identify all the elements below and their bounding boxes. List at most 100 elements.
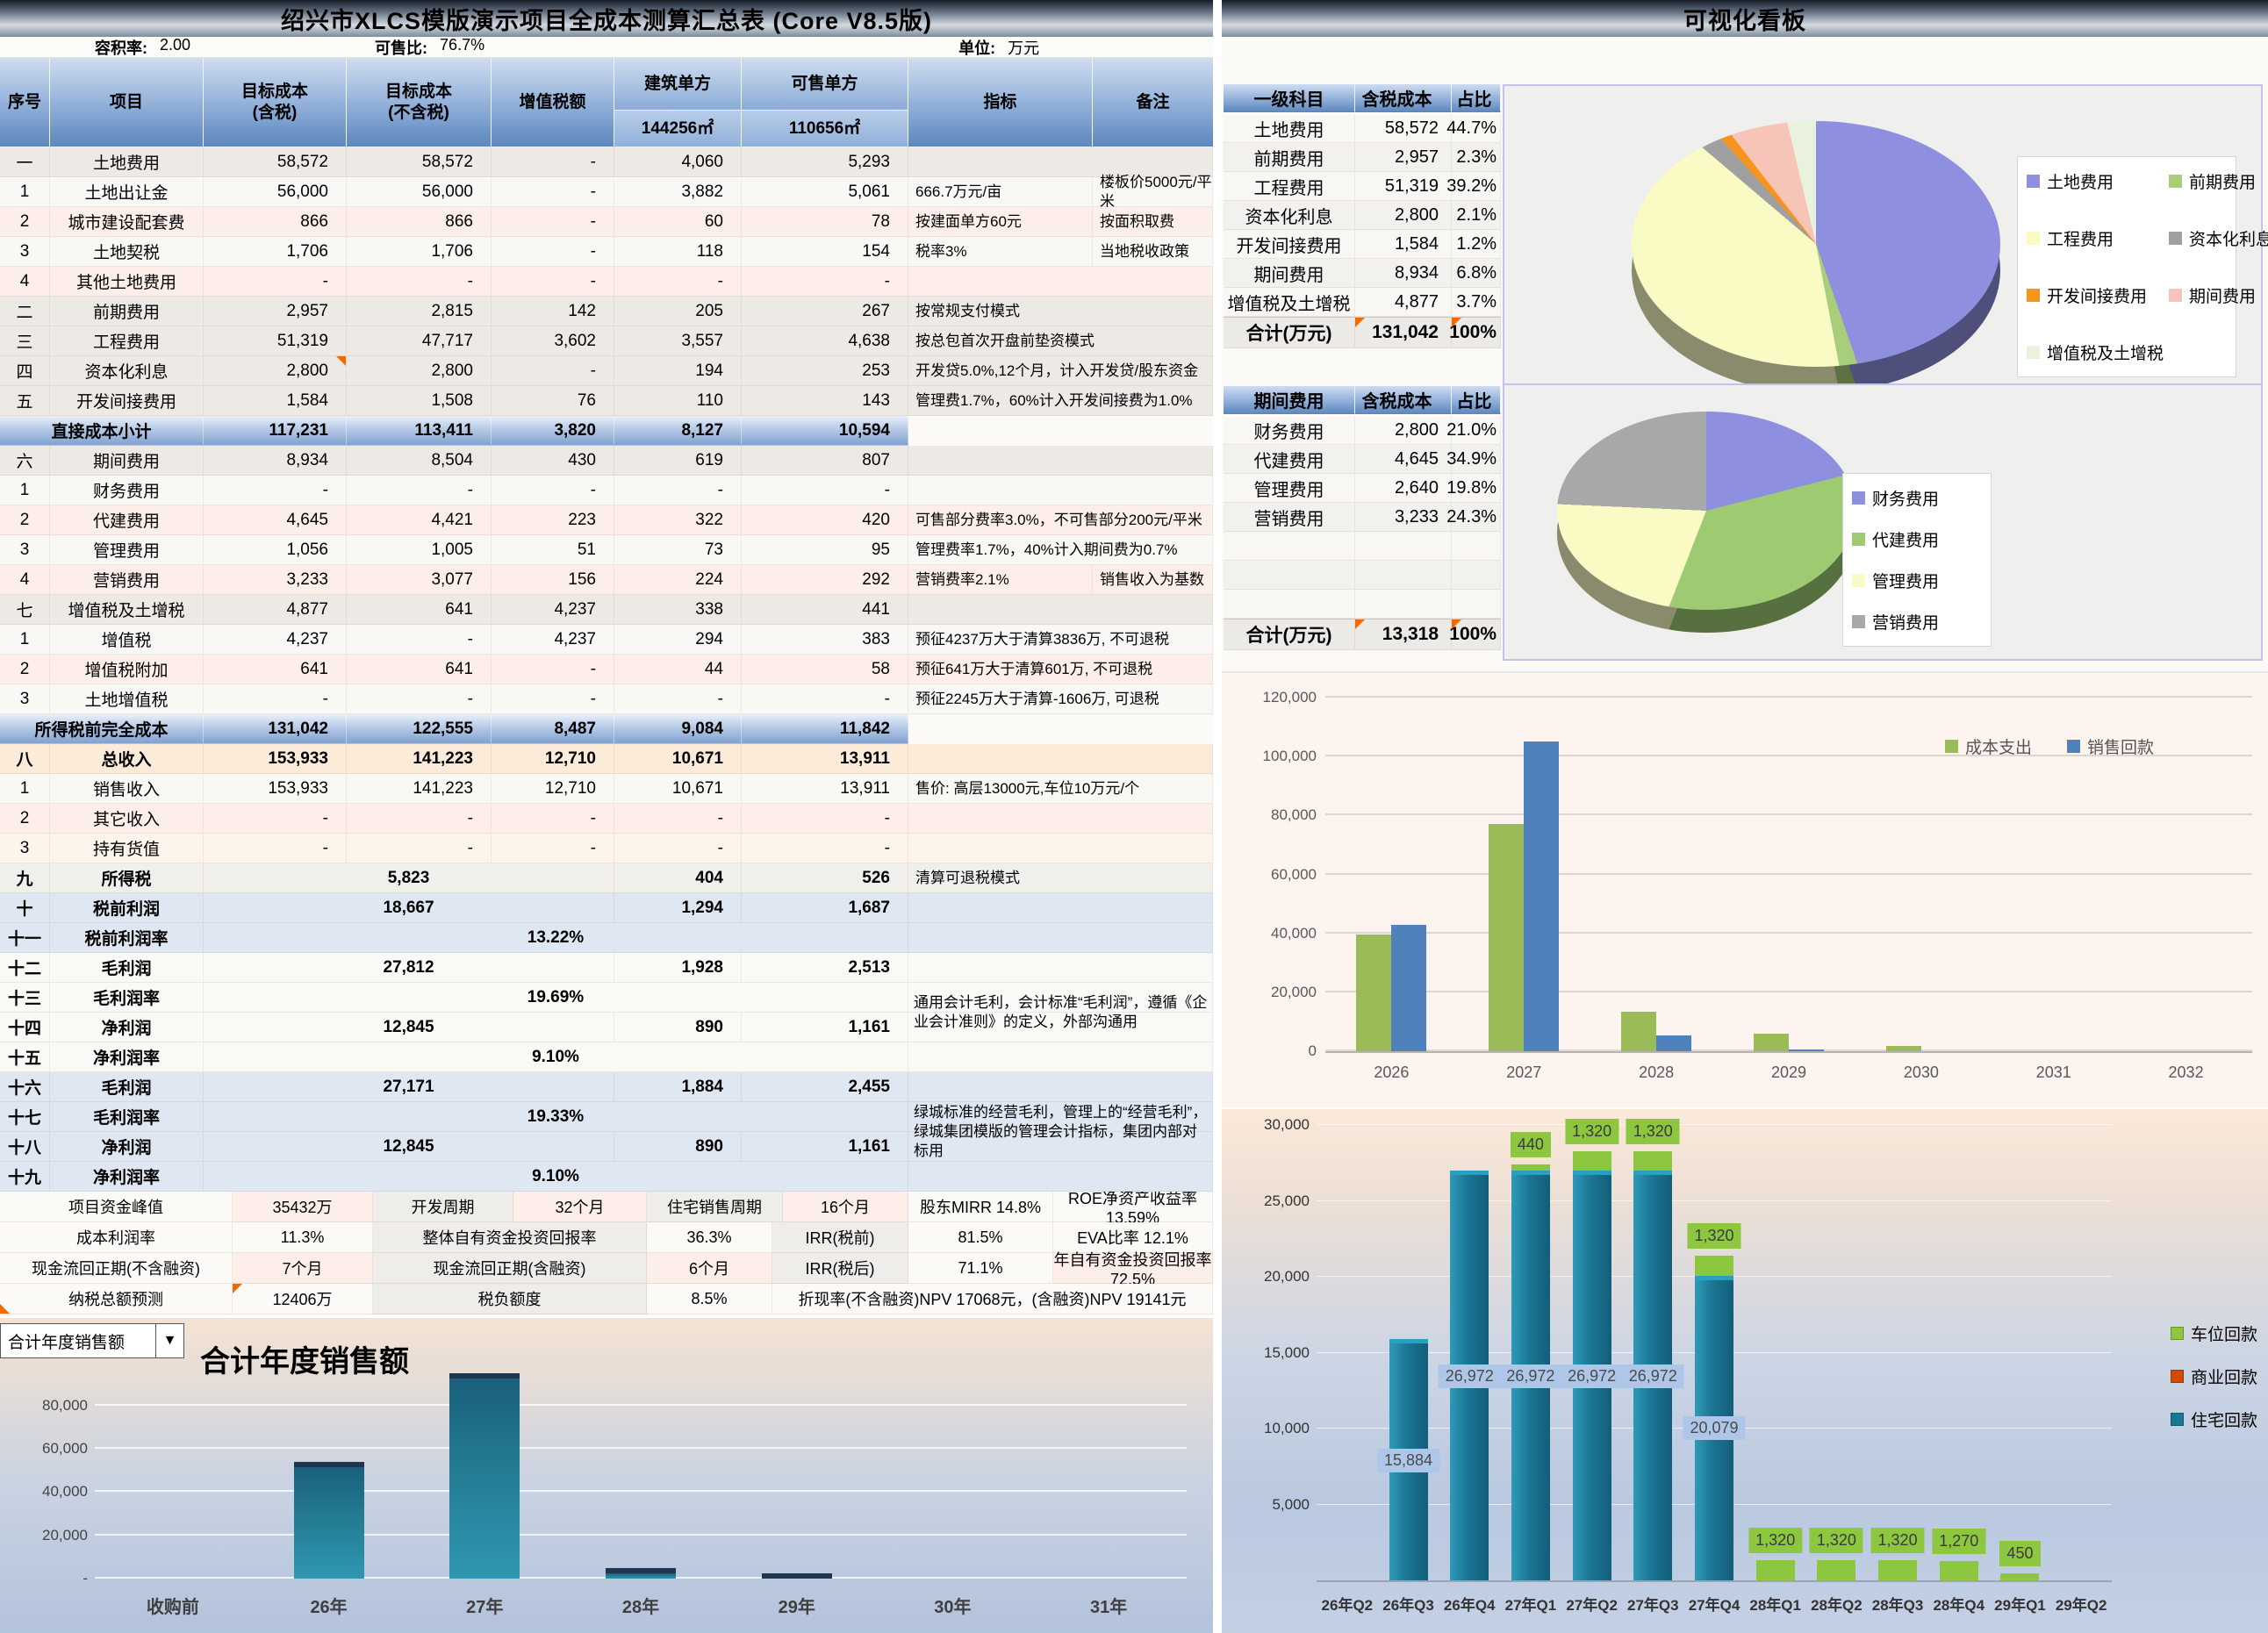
- gridline: 120,000: [1263, 689, 2252, 705]
- table-row: 增值税及土增税 4,877 3.7%: [1224, 288, 1501, 317]
- row-label: 持有货值: [50, 834, 204, 863]
- value-cell: 11,842: [742, 714, 908, 744]
- value-cell: 641: [347, 655, 492, 684]
- legend-swatch-icon: [2170, 1327, 2184, 1340]
- value-cell: 3,882: [614, 177, 742, 207]
- header-cell: 占比: [1452, 386, 1501, 414]
- value-cell: 2,800: [204, 356, 347, 386]
- value-cell: -: [204, 476, 347, 505]
- dropdown-arrow-icon[interactable]: ▼: [156, 1323, 184, 1358]
- empty-note: [908, 953, 1213, 983]
- row-seq: 十九: [0, 1162, 50, 1192]
- value-cell: 866: [204, 207, 347, 237]
- legend-swatch-icon: [1852, 574, 1865, 587]
- total-cell: 合计(万元): [1224, 620, 1355, 650]
- value-cell: 253: [742, 356, 908, 386]
- y-axis-label: 60,000: [1271, 865, 1317, 883]
- value-cell: 154: [742, 237, 908, 267]
- row-seq: 3: [0, 535, 50, 565]
- x-axis-label: 28年: [621, 1598, 660, 1617]
- y-axis-label: 40,000: [1271, 924, 1317, 942]
- row-label: 土地出让金: [50, 177, 204, 207]
- chart-series-dropdown[interactable]: 合计年度销售额 ▼: [0, 1323, 184, 1358]
- table-row: 3 土地契税 1,706 1,706-118 154 税率3% 当地税收政策: [0, 237, 1213, 267]
- value-cell: -: [347, 834, 492, 863]
- cost-bar: [1754, 1033, 1789, 1051]
- x-axis-label: 30年: [934, 1598, 972, 1617]
- row-seq: 3: [0, 237, 50, 267]
- data-cell: [1224, 532, 1355, 561]
- row-label: 资本化利息: [50, 356, 204, 386]
- table-row: 工程费用 51,319 39.2%: [1224, 172, 1501, 201]
- empty-note: [908, 595, 1213, 625]
- dropdown-value[interactable]: 合计年度销售额: [0, 1323, 156, 1358]
- gridline: 80,000: [1271, 806, 2252, 823]
- value-cell: 73: [614, 535, 742, 565]
- legend-label: 销售回款: [2086, 739, 2154, 757]
- legend-swatch-icon: [2170, 1370, 2184, 1383]
- table-row: [1224, 532, 1501, 561]
- value-cell: -: [742, 684, 908, 714]
- value-cell: -: [492, 834, 614, 863]
- sales-bar: [1524, 741, 1560, 1051]
- data-cell: [1355, 590, 1452, 619]
- table-row: 七增值税及土增税 4,877 641 4,237 338 441: [0, 595, 1213, 625]
- gridline: 40,000: [1271, 925, 2252, 942]
- cost-breakdown-table: 一级科目 含税成本 占比 土地费用 58,572 44.7% 前期费用 2,957 2.3% 工程…: [1224, 84, 1501, 348]
- gridline: 100,000: [1263, 748, 2252, 764]
- legend-item: 土地费用: [2027, 169, 2164, 193]
- summary-cell: 年自有资金投资回报率72.5%: [1053, 1250, 1213, 1288]
- indicator-cell: 管理费率1.7%，40%计入期间费为0.7%: [908, 535, 1213, 565]
- summary-cell: 整体自有资金投资回报率: [373, 1222, 647, 1253]
- y-axis-label: 40,000: [42, 1483, 88, 1500]
- header-cell: 期间费用: [1224, 386, 1355, 414]
- table-row: 1 销售收入 153,933 141,223 12,710 10,671 13,911 售价:…: [0, 774, 1213, 804]
- table-row: 1 土地出让金 56,000 56,000-3,882 5,061 666.7万元/亩 楼板…: [0, 174, 1213, 210]
- value-cell: 8,934: [204, 446, 347, 476]
- y-axis-label: 60,000: [42, 1440, 88, 1458]
- value-cell: 44: [614, 655, 742, 684]
- bar: [449, 1372, 520, 1579]
- value-cell: 58,572: [204, 147, 347, 177]
- parking-data-label: 1,320: [1809, 1528, 1863, 1554]
- empty-note: [908, 834, 1213, 863]
- merged-amount: 12,845: [204, 1013, 614, 1042]
- x-axis-label: 27年Q2: [1566, 1597, 1618, 1614]
- y-axis-label: 5,000: [1272, 1495, 1310, 1513]
- merged-percent: 9.10%: [204, 1042, 908, 1072]
- table-row: 1 增值税 4,237-4,237 294 383 预征4237万大于清算3836万, 不…: [0, 625, 1213, 655]
- value-cell: 10,671: [614, 774, 742, 804]
- value-cell: 8,504: [347, 446, 492, 476]
- value-cell: -: [347, 267, 492, 297]
- table-header: 序号 项目 目标成本 (含税) 目标成本 (不含税) 增值税额 建筑单方 144256…: [0, 58, 1213, 147]
- value-cell: 10,671: [614, 744, 742, 774]
- legend-swatch-icon: [2169, 232, 2183, 245]
- row-seq: 三: [0, 326, 50, 356]
- value-cell: 4,645: [204, 505, 347, 535]
- indicator-cell: 预征2245万大于清算-1606万, 可退税: [908, 684, 1213, 714]
- value-cell: 60: [614, 207, 742, 237]
- x-axis-label: 27年Q3: [1627, 1597, 1679, 1614]
- value-cell: 58,572: [347, 147, 492, 177]
- value-cell: 4,237: [204, 625, 347, 655]
- legend-item: 财务费用: [1852, 486, 1982, 510]
- value-cell: -: [742, 267, 908, 297]
- table-row: 代建费用 4,645 34.9%: [1224, 445, 1501, 474]
- cost-bar: [1356, 935, 1392, 1051]
- legend-swatch-icon: [1944, 740, 1958, 753]
- legend-label: 成本支出: [1964, 739, 2032, 757]
- table-row: 十五 净利润率 9.10%: [0, 1042, 1213, 1072]
- summary-cell: 成本利润率: [0, 1222, 233, 1253]
- quarterly-legend: 车位回款 商业回款 住宅回款: [2170, 1321, 2257, 1431]
- row-seq: 3: [0, 834, 50, 863]
- total-cell: 13,318: [1355, 620, 1452, 650]
- legend-item: 工程费用: [2027, 226, 2164, 250]
- empty-note: [908, 744, 1213, 774]
- gridline: 20,000: [1271, 984, 2252, 1000]
- value-cell: 3,602: [492, 326, 614, 356]
- legend-item: 管理费用: [1852, 569, 1982, 592]
- summary-cell: 折现率(不含融资)NPV 17068元，(含融资)NPV 19141元: [772, 1284, 1213, 1314]
- x-axis-label: 27年Q1: [1504, 1597, 1557, 1614]
- parking-bar: [1572, 1150, 1611, 1171]
- summary-cell: 现金流回正期(含融资): [373, 1253, 647, 1284]
